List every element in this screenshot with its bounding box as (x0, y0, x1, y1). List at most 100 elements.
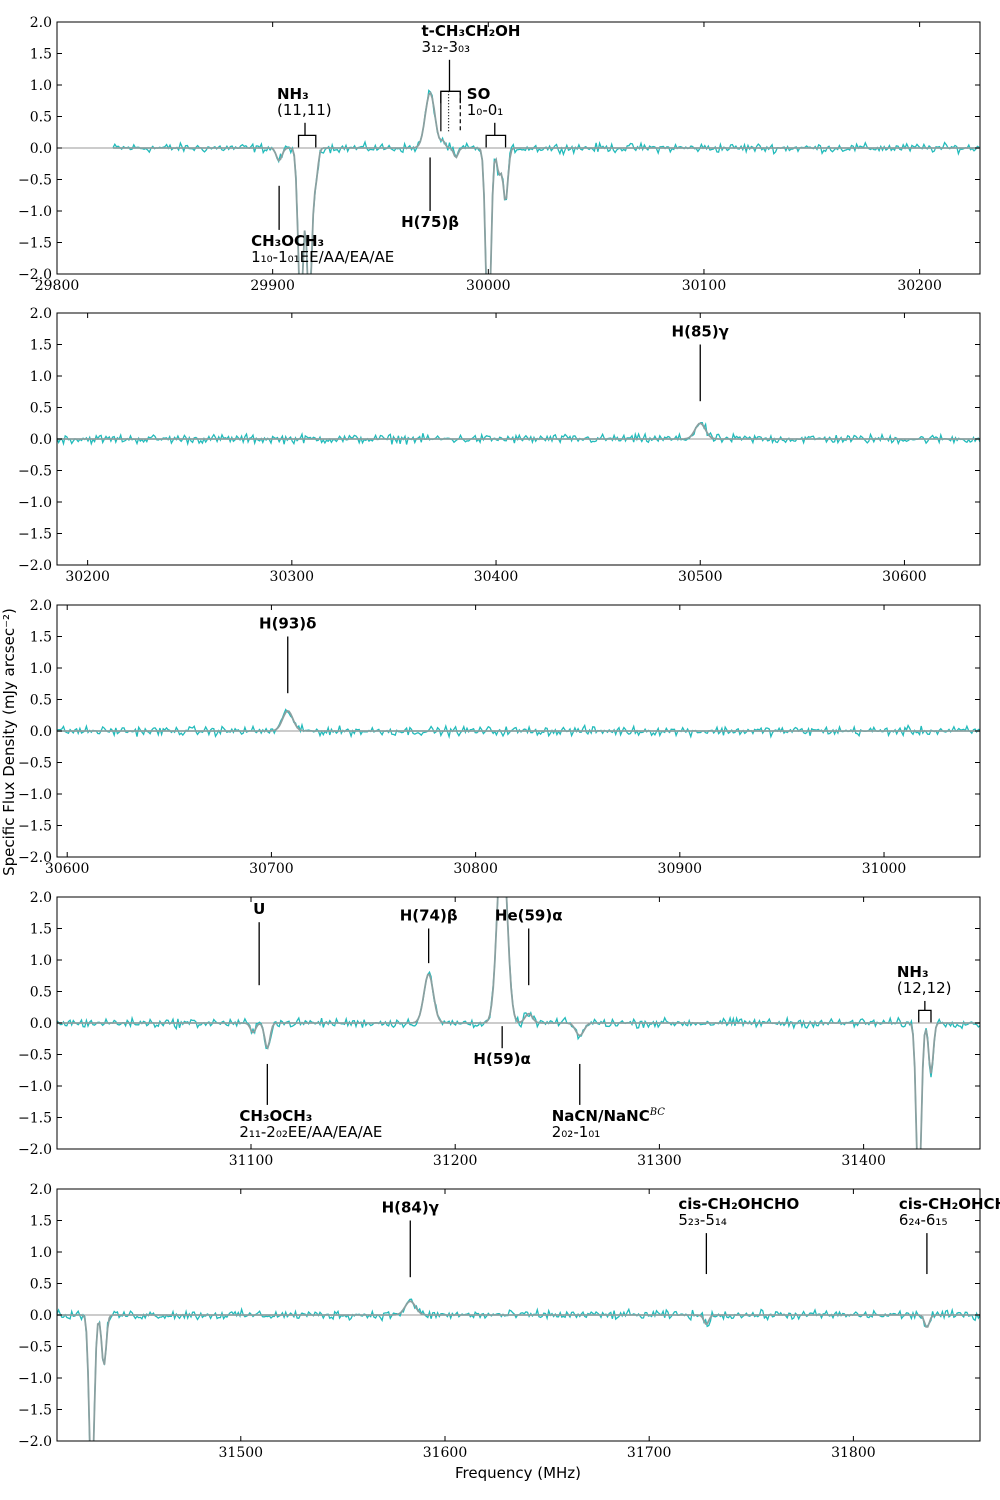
y-tick-label: 2.0 (30, 1182, 52, 1198)
annotation-h93d: H(93)δ (259, 615, 316, 694)
annotation-label: SO (467, 85, 491, 103)
annotation-label: NaCN/NaNCBC (552, 1107, 666, 1125)
y-tick-label: −2.0 (18, 1142, 52, 1158)
annotation-label: 1₁₀-1₀₁EE/AA/EA/AE (251, 248, 394, 266)
y-tick-label: −2.0 (18, 558, 52, 574)
annotation-label: H(75)β (401, 213, 459, 231)
annotation-h59a: H(59)α (473, 1026, 531, 1068)
x-tick-label: 30600 (882, 569, 927, 585)
y-tick-label: 0.5 (30, 401, 52, 417)
annotation-label: H(93)δ (259, 615, 316, 633)
annotation-bracket (440, 90, 461, 104)
annotation-label: CH₃OCH₃ (251, 232, 324, 250)
y-tick-label: 1.5 (30, 47, 52, 63)
y-tick-label: 1.0 (30, 1245, 52, 1261)
x-tick-label: 31400 (841, 1153, 886, 1169)
y-tick-label: 1.0 (30, 78, 52, 94)
annotation-label: cis-CH₂OHCHO (678, 1195, 799, 1213)
observed-spectrum (57, 708, 980, 740)
y-tick-label: 2.0 (30, 890, 52, 906)
x-axis-label: Frequency (MHz) (455, 1464, 581, 1482)
y-tick-label: 0.5 (30, 985, 52, 1001)
y-tick-label: 1.0 (30, 369, 52, 385)
x-tick-label: 30700 (249, 861, 294, 877)
annotation-nh3-11: NH₃(11,11) (277, 85, 332, 148)
y-tick-label: 0.5 (30, 110, 52, 126)
y-tick-label: 2.0 (30, 598, 52, 614)
annotation-label: U (253, 900, 265, 918)
y-tick-label: 0.0 (30, 432, 52, 448)
model-spectrum (57, 1300, 980, 1441)
annotation-bracket (297, 134, 317, 148)
panel-5: 2.0 1.5 1.0 0.5 0.0 −0.5 −1.0 −1.5 −2.0 31500 3160… (18, 1182, 1000, 1461)
observed-spectrum (57, 897, 980, 1149)
y-tick-label: 1.5 (30, 922, 52, 938)
x-tick-label: 31200 (433, 1153, 478, 1169)
y-tick-label: −1.0 (18, 204, 52, 220)
model-spectrum (57, 709, 980, 732)
y-tick-label: −0.5 (18, 464, 52, 480)
model-spectrum (57, 422, 980, 440)
x-tick-label: 31100 (229, 1153, 274, 1169)
panel-2: 2.0 1.5 1.0 0.5 0.0 −0.5 −1.0 −1.5 −2.0 30200 3030… (18, 306, 981, 585)
annotation-label: CH₃OCH₃ (239, 1107, 312, 1125)
x-tick-label: 30800 (453, 861, 498, 877)
x-tick-label: 30200 (65, 569, 110, 585)
y-tick-label: −1.5 (18, 527, 52, 543)
y-tick-label: −2.0 (18, 267, 52, 283)
annotation-label: (11,11) (277, 101, 332, 119)
annotation-label: H(59)α (473, 1050, 530, 1068)
annotation-h74b: H(74)β (400, 907, 458, 964)
x-tick-label: 31800 (831, 1445, 876, 1461)
y-tick-label: −1.0 (18, 1079, 52, 1095)
y-tick-label: −0.5 (18, 173, 52, 189)
y-tick-label: 0.0 (30, 1016, 52, 1032)
annotation-label: 1₀-0₁ (467, 101, 504, 119)
y-tick-label: 2.0 (30, 306, 52, 322)
annotation-bracket (485, 134, 507, 148)
y-tick-label: 0.5 (30, 1277, 52, 1293)
annotation-label: 6₂₄-6₁₅ (899, 1211, 948, 1229)
annotation-cis-b: cis-CH₂OHCHO6₂₄-6₁₅ (899, 1195, 1000, 1275)
x-tick-label: 30500 (678, 569, 723, 585)
annotation-label: NH₃ (277, 85, 309, 103)
y-tick-label: 1.0 (30, 661, 52, 677)
x-tick-label: 31000 (862, 861, 907, 877)
annotation-bracket (918, 1009, 932, 1023)
x-tick-label: 31300 (637, 1153, 682, 1169)
y-tick-label: −0.5 (18, 1048, 52, 1064)
y-tick-label: −0.5 (18, 756, 52, 772)
observed-spectrum (57, 422, 980, 447)
panel-4: 2.0 1.5 1.0 0.5 0.0 −0.5 −1.0 −1.5 −2.0 31100 3120… (18, 890, 981, 1169)
x-tick-label: 30300 (270, 569, 315, 585)
x-tick-label: 30000 (466, 278, 511, 294)
annotation-label: He(59)α (495, 907, 563, 925)
x-tick-label: 29800 (35, 278, 80, 294)
x-tick-label: 31700 (627, 1445, 672, 1461)
x-tick-label: 30200 (897, 278, 942, 294)
y-tick-label: −0.5 (18, 1340, 52, 1356)
y-tick-label: −1.0 (18, 495, 52, 511)
annotation-label: t-CH₃CH₂OH (421, 22, 520, 40)
x-tick-label: 29900 (250, 278, 295, 294)
annotation-h84g: H(84)γ (382, 1199, 439, 1278)
y-tick-label: −1.0 (18, 1371, 52, 1387)
y-tick-label: 0.5 (30, 693, 52, 709)
x-tick-label: 30100 (682, 278, 727, 294)
y-tick-label: 1.5 (30, 338, 52, 354)
model-spectrum (57, 897, 980, 1149)
annotation-h75b: H(75)β (401, 157, 459, 231)
annotation-label: H(74)β (400, 907, 458, 925)
annotation-he59a: He(59)α (495, 907, 563, 986)
annotation-label: H(85)γ (672, 323, 729, 341)
y-tick-label: −2.0 (18, 850, 52, 866)
x-tick-label: 31500 (219, 1445, 264, 1461)
x-tick-label: 31600 (423, 1445, 468, 1461)
